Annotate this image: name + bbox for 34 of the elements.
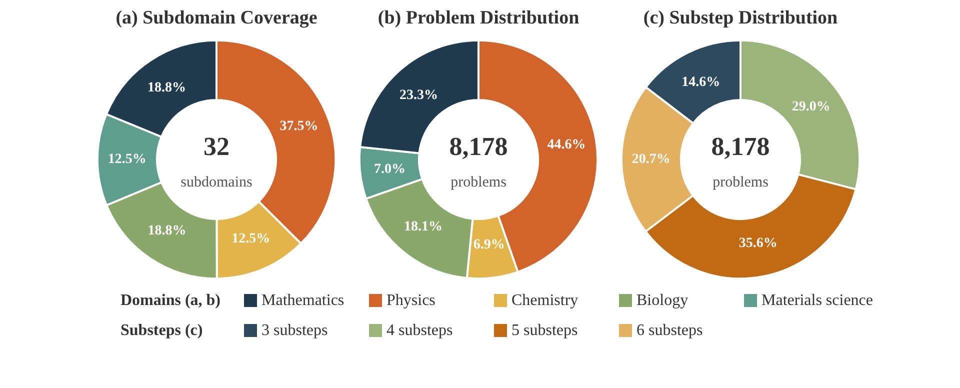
data-label: 12.5% [108,152,146,168]
legend-label: 4 substeps [386,322,453,339]
text: 32 [204,132,230,161]
text: 8,178 [449,132,508,161]
legend-label: 6 substeps [636,322,703,339]
data-label: 44.6% [547,138,586,153]
data-label: 18.8% [148,224,186,239]
text: subdomains [180,174,252,190]
data-label: 18.8% [148,80,186,96]
legend-label: Mathematics [262,292,344,309]
legend-title: Domains (a, b) [120,292,221,309]
chart-title: (b) Problem Distribution [378,8,580,28]
data-label: 14.6% [682,74,720,90]
data-label: 23.3% [400,88,438,104]
legend-label: Chemistry [512,292,578,309]
legend-title: Substeps (c) [120,322,203,339]
text: problems [450,174,507,190]
data-label: 29.0% [792,99,830,114]
legend-label: Physics [386,292,436,309]
text: 8,178 [711,132,770,161]
data-label: 35.6% [738,236,778,252]
text: problems [712,174,769,190]
data-label: 12.5% [232,231,270,246]
legend-label: Materials science [762,292,873,309]
data-label: 7.0% [374,162,406,177]
chart-title: (a) Subdomain Coverage [116,8,318,28]
legend-label: 3 substeps [262,322,328,339]
data-label: 6.9% [473,237,505,252]
legend-label: 5 substeps [512,322,578,339]
legend-label: Biology [636,292,688,309]
data-label: 37.5% [280,119,318,134]
data-label: 18.1% [404,220,443,235]
chart-title: (c) Substep Distribution [643,8,838,28]
data-label: 20.7% [632,152,670,167]
